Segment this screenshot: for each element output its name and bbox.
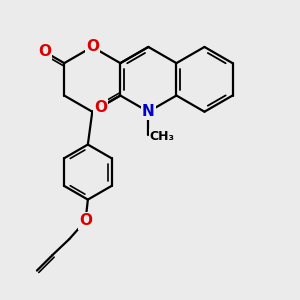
Text: O: O (94, 100, 107, 115)
Text: CH₃: CH₃ (150, 130, 175, 143)
Text: O: O (79, 213, 92, 228)
Text: O: O (86, 39, 99, 54)
Text: O: O (38, 44, 51, 59)
Text: N: N (142, 104, 155, 119)
